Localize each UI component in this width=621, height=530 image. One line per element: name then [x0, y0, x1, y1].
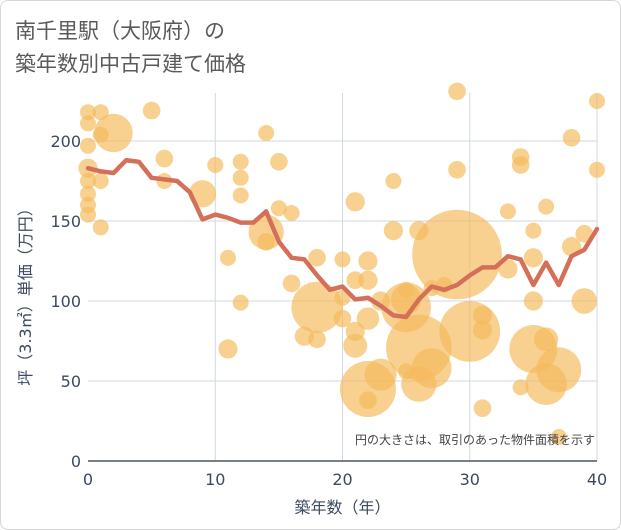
average-line-series [85, 157, 600, 320]
bubble-point [448, 82, 466, 101]
x-tick-labels: 0 10 20 30 40 [83, 470, 607, 489]
bubble-point [398, 281, 415, 298]
bubble-point [523, 291, 543, 311]
average-price-line [85, 157, 600, 320]
bubble-point [498, 259, 518, 279]
bubble-point [343, 333, 368, 358]
bubble-point [291, 281, 343, 333]
chart-title: 南千里駅（大阪府）の 築年数別中古戸建て価格 [15, 15, 246, 81]
bubble-point [525, 222, 542, 239]
bubble-point [589, 93, 605, 109]
bubble-point [80, 115, 96, 132]
bubble-point [345, 192, 365, 212]
x-tick-label: 20 [332, 470, 352, 489]
bubble-point [232, 153, 249, 170]
bubble-series [78, 82, 605, 445]
bubble-point [270, 153, 288, 171]
x-tick-label: 40 [587, 470, 607, 489]
y-tick-labels: 0 50 100 150 200 [50, 132, 81, 471]
bubble-point [258, 125, 275, 141]
bubble-point [92, 104, 109, 121]
bubble-point [534, 327, 559, 352]
bubble-point [371, 291, 391, 311]
bubble-point [571, 288, 598, 314]
bubble-point [80, 206, 96, 223]
bubble-point [364, 358, 397, 391]
bubble-point [80, 185, 96, 202]
bubble-point [575, 225, 594, 243]
y-tick-label: 150 [50, 212, 81, 231]
bubble-point [92, 219, 109, 236]
bubble-point [550, 429, 567, 445]
y-tick-label: 0 [71, 452, 81, 471]
bubble-point [409, 221, 429, 241]
x-axis-label: 築年数（年） [294, 498, 390, 517]
bubble-point [525, 363, 567, 406]
bubble-point [232, 169, 249, 186]
bubble-point [473, 399, 492, 418]
bubble-point [511, 156, 530, 174]
bubble-point [282, 274, 301, 293]
bubble-point [356, 307, 380, 330]
bubble-point [345, 321, 365, 341]
bubble-point [358, 251, 378, 271]
y-tick-label: 100 [50, 292, 81, 311]
bubble-point [499, 203, 516, 220]
y-tick-label: 50 [61, 372, 81, 391]
bubble-point [385, 173, 402, 189]
bubble-point [248, 214, 284, 250]
bubble-point [472, 320, 493, 340]
bubble-point [219, 249, 236, 266]
bubble-point [398, 363, 415, 380]
bubble-point [218, 339, 238, 359]
bubble-point [412, 209, 502, 300]
bubble-point [142, 101, 161, 120]
bubble-point [270, 200, 287, 217]
bubble-point [257, 233, 275, 251]
bubble-point [232, 187, 249, 204]
bubble-point [448, 161, 466, 179]
bubble-point [562, 129, 581, 147]
bubble-point [523, 248, 543, 268]
x-tick-label: 30 [460, 470, 480, 489]
chart-title-line-2: 築年数別中古戸建て価格 [15, 52, 246, 76]
bubble-point [346, 271, 365, 290]
bubble-point [80, 104, 96, 121]
bubble-point [512, 379, 529, 396]
bubble-point [333, 309, 352, 328]
bubble-size-note: 円の大きさは、取引のあった物件面積を示す [355, 432, 595, 447]
bubble-point [308, 248, 326, 267]
bubble-point [359, 391, 377, 410]
bubble-point [589, 161, 605, 178]
chart-title-line-1: 南千里駅（大阪府）の [15, 19, 225, 43]
bubble-point [472, 305, 493, 325]
bubble-point [538, 198, 555, 215]
bubble-point [92, 173, 109, 189]
y-tick-label: 200 [50, 132, 81, 151]
bubble-point [283, 205, 300, 221]
bubble-point [232, 294, 249, 311]
bubble-point [80, 137, 96, 154]
bubble-point [383, 221, 403, 241]
bubble-point [155, 149, 174, 168]
bubble-point [308, 330, 326, 349]
y-axis-label: 坪（3.3㎡）単価（万円） [16, 200, 35, 385]
bubble-point [358, 270, 378, 290]
bubble-point [94, 113, 133, 153]
x-tick-label: 0 [83, 470, 93, 489]
x-tick-label: 10 [205, 470, 225, 489]
bubble-point [207, 157, 224, 173]
bubble-point [334, 251, 351, 268]
grid [88, 93, 598, 461]
bubble-point [80, 173, 96, 189]
bubble-point [92, 126, 109, 143]
